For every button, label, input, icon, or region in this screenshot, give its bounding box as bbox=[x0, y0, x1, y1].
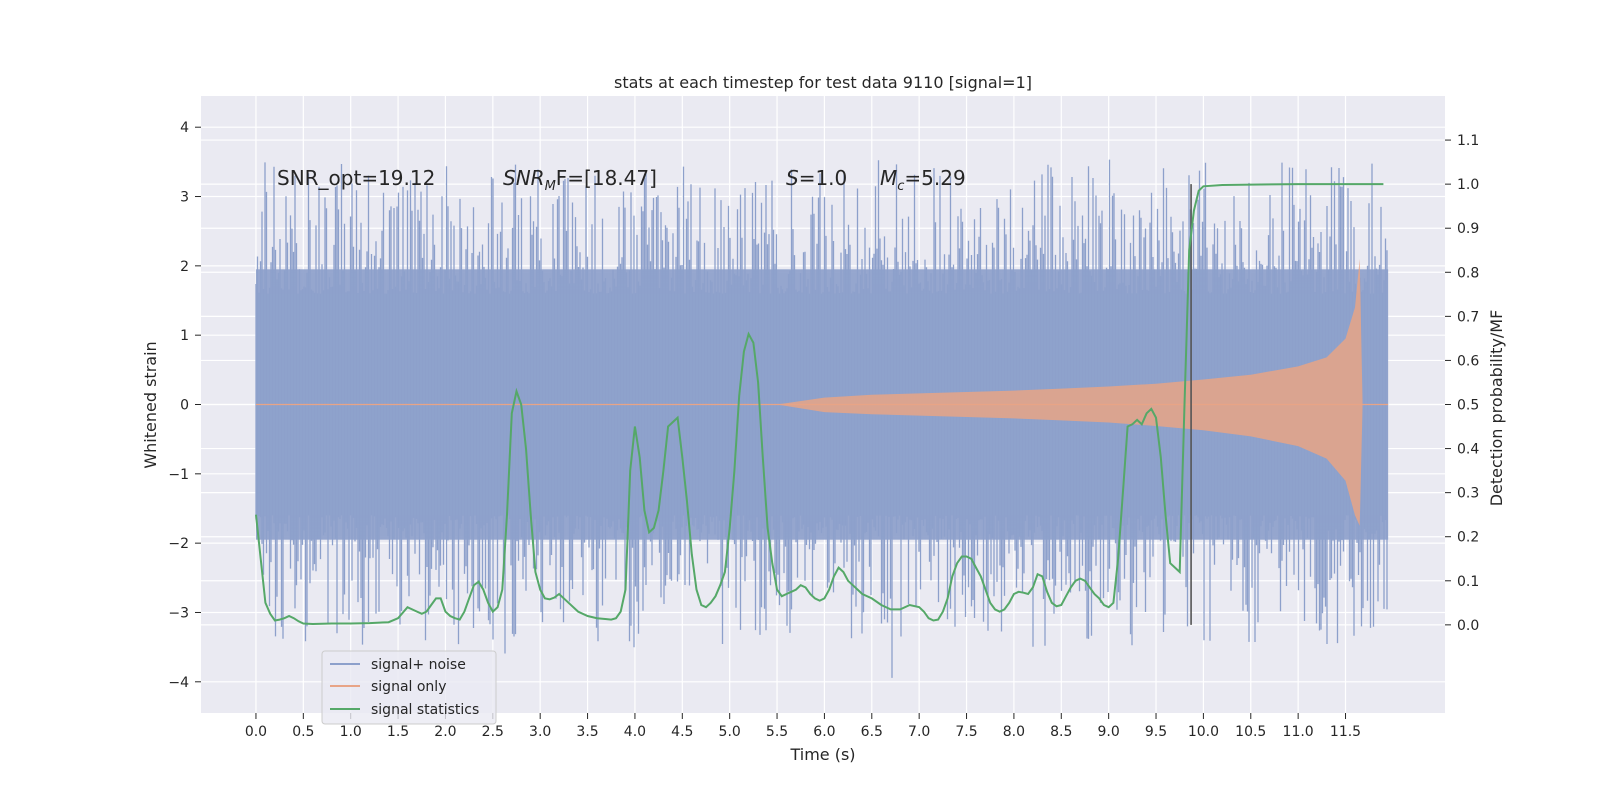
y-tick-label-right: 0.7 bbox=[1457, 309, 1479, 325]
x-tick-label: 0.0 bbox=[245, 724, 267, 740]
s-symbol: S bbox=[786, 166, 799, 190]
y-tick-label-right: 0.4 bbox=[1457, 442, 1479, 458]
y-tick-label-left: −2 bbox=[168, 536, 189, 552]
signal-statistics-line bbox=[255, 183, 1384, 626]
signal-only-series bbox=[255, 258, 1389, 526]
x-tick-label: 6.5 bbox=[861, 724, 883, 740]
x-tick-label: 5.0 bbox=[719, 724, 741, 740]
x-tick-label: 1.0 bbox=[340, 724, 362, 740]
legend: signal+ noise signal only signal statist… bbox=[321, 650, 497, 725]
y-tick-label-right: 0.1 bbox=[1457, 574, 1479, 590]
y-tick-label-right: 0.5 bbox=[1457, 398, 1479, 414]
y-tick-label-left: 4 bbox=[180, 120, 189, 136]
y-tick-label-right: 1.1 bbox=[1457, 133, 1479, 149]
y-tick-label-right: 0.6 bbox=[1457, 353, 1479, 369]
x-axis-ticks: 0.0 0.5 1.0 1.5 2.0 2.5 3.0 3.5 4.0 4.5 5.0 5.5 6.0 6… bbox=[245, 713, 1361, 740]
snr-mf-symbol: SNR bbox=[503, 166, 545, 190]
annotation-mc: Mc=5.29 bbox=[880, 166, 966, 194]
x-axis-label: Time (s) bbox=[789, 745, 855, 764]
snr-mf-value: F=[18.47] bbox=[556, 166, 657, 190]
y-axis-left-ticks: −4 −3 −2 −1 0 1 2 3 4 bbox=[168, 120, 201, 691]
x-tick-label: 7.0 bbox=[908, 724, 930, 740]
chart-title: stats at each timestep for test data 911… bbox=[614, 73, 1032, 92]
legend-label-signal-statistics: signal statistics bbox=[371, 702, 479, 718]
x-tick-label: 1.5 bbox=[387, 724, 409, 740]
x-tick-label: 2.0 bbox=[434, 724, 456, 740]
y-tick-label-left: −3 bbox=[168, 605, 189, 621]
x-tick-label: 9.5 bbox=[1145, 724, 1167, 740]
y-tick-label-left: 0 bbox=[180, 398, 189, 414]
y-tick-label-right: 0.8 bbox=[1457, 265, 1479, 281]
y-tick-label-left: 2 bbox=[180, 259, 189, 275]
signal-statistics-series bbox=[255, 183, 1384, 626]
x-tick-label: 4.5 bbox=[671, 724, 693, 740]
x-tick-label: 4.0 bbox=[624, 724, 646, 740]
y-tick-label-right: 0.0 bbox=[1457, 618, 1479, 634]
x-tick-label: 3.0 bbox=[529, 724, 551, 740]
y-axis-left-label: Whitened strain bbox=[141, 341, 160, 468]
y-tick-label-left: 1 bbox=[180, 328, 189, 344]
x-tick-label: 11.5 bbox=[1330, 724, 1361, 740]
x-tick-label: 3.5 bbox=[576, 724, 598, 740]
y-tick-label-left: −4 bbox=[168, 675, 189, 691]
x-tick-label: 8.5 bbox=[1050, 724, 1072, 740]
x-tick-label: 8.0 bbox=[1003, 724, 1025, 740]
mc-symbol: M bbox=[880, 166, 897, 190]
y-tick-label-right: 0.2 bbox=[1457, 530, 1479, 546]
x-tick-label: 10.5 bbox=[1235, 724, 1266, 740]
x-tick-label: 6.0 bbox=[813, 724, 835, 740]
y-axis-right-label: Detection probability/MF bbox=[1487, 310, 1506, 507]
y-tick-label-left: 3 bbox=[180, 190, 189, 206]
y-tick-label-left: −1 bbox=[168, 467, 189, 483]
mc-subscript: c bbox=[897, 179, 904, 194]
annotation-s: S=1.0 bbox=[786, 166, 847, 190]
legend-box bbox=[321, 650, 497, 725]
s-value: =1.0 bbox=[799, 166, 848, 190]
x-tick-label: 2.5 bbox=[482, 724, 504, 740]
x-tick-label: 11.0 bbox=[1283, 724, 1314, 740]
x-tick-label: 9.0 bbox=[1098, 724, 1120, 740]
legend-label-signal-noise: signal+ noise bbox=[371, 657, 466, 673]
y-tick-label-right: 0.9 bbox=[1457, 221, 1479, 237]
x-tick-label: 10.0 bbox=[1188, 724, 1219, 740]
y-tick-label-right: 1.0 bbox=[1457, 177, 1479, 193]
mc-value: =5.29 bbox=[904, 166, 965, 190]
annotation-snr-mf: SNRMF=[18.47] bbox=[503, 166, 657, 194]
snr-mf-subscript: M bbox=[545, 179, 556, 194]
y-tick-label-right: 0.3 bbox=[1457, 486, 1479, 502]
signal-only-chirp bbox=[777, 258, 1363, 526]
x-tick-label: 0.5 bbox=[292, 724, 314, 740]
annotation-snr-opt: SNR_opt=19.12 bbox=[277, 166, 435, 190]
legend-label-signal-only: signal only bbox=[371, 679, 446, 695]
y-axis-right-ticks: 0.0 0.1 0.2 0.3 0.4 0.5 0.6 0.7 0.8 0.9 1.0 1.1 bbox=[1445, 133, 1479, 634]
x-tick-label: 5.5 bbox=[766, 724, 788, 740]
x-tick-label: 7.5 bbox=[955, 724, 977, 740]
